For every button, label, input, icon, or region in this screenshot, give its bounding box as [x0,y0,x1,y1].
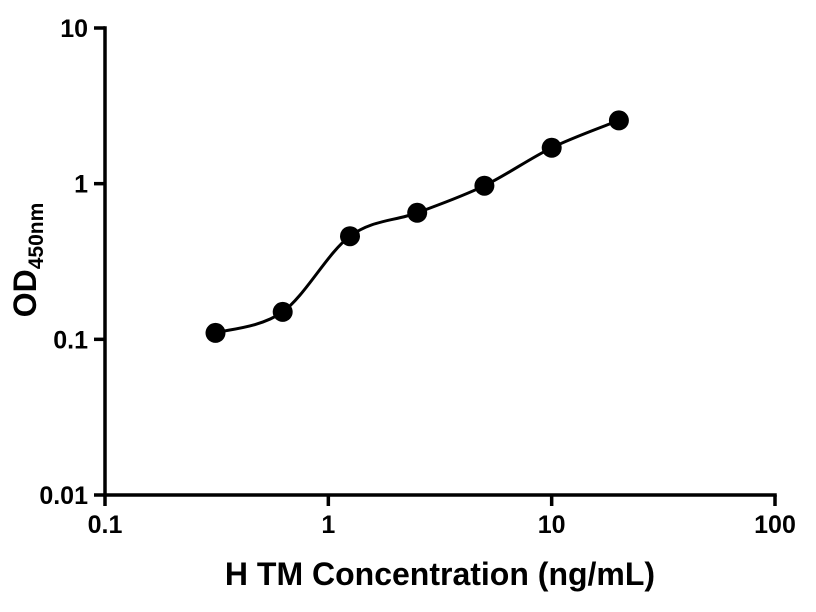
data-point [608,110,629,131]
data-point [205,322,226,343]
data-point [474,175,495,196]
x-tick-label: 10 [538,511,566,539]
data-point [340,226,360,247]
y-tick-label: 10 [60,15,88,43]
data-point [541,137,562,158]
data-point [272,301,293,322]
y-axis-title: OD450nm [7,203,49,318]
axes-line [103,26,777,497]
x-tick-label: 100 [754,511,796,539]
y-tick-label: 0.1 [53,326,88,354]
x-axis-title: H TM Concentration (ng/mL) [224,556,656,592]
y-tick-label: 0.01 [39,482,88,510]
x-tick-label: 0.1 [88,511,123,539]
y-axis-title-main: OD [7,269,43,318]
x-tick-label: 1 [321,511,335,539]
data-point [407,202,428,223]
y-axis-title-subscript: 450nm [25,202,48,270]
y-tick-label: 1 [74,171,88,199]
